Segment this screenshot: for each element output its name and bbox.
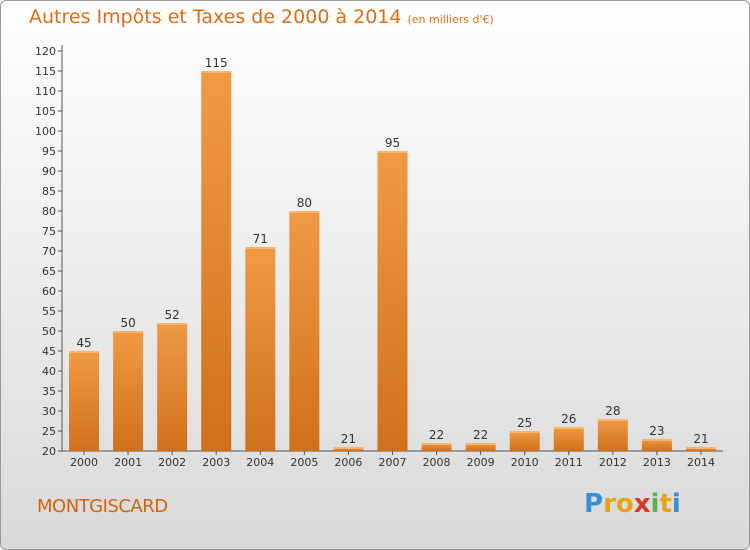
bar-top-highlight	[465, 443, 496, 445]
bar	[289, 211, 320, 451]
bar-top-highlight	[157, 323, 188, 325]
x-tick-label: 2005	[290, 456, 318, 469]
bar-value-label: 80	[297, 196, 312, 210]
bar	[421, 443, 452, 451]
x-tick-label: 2001	[114, 456, 142, 469]
chart-subtitle: (en milliers d'€)	[407, 13, 494, 26]
bar-value-label: 95	[385, 136, 400, 150]
bar	[553, 427, 584, 451]
bar	[69, 351, 100, 451]
bar-top-highlight	[509, 431, 540, 433]
y-tick-label: 100	[35, 125, 56, 138]
bar-top-highlight	[113, 331, 144, 333]
bar-value-label: 50	[120, 316, 135, 330]
bar	[641, 439, 672, 451]
proxiti-logo: Proxiti	[584, 489, 681, 519]
y-tick-label: 65	[42, 265, 56, 278]
commune-name: MONTGISCARD	[37, 496, 168, 517]
bar	[157, 323, 188, 451]
y-tick-label: 60	[42, 285, 56, 298]
y-tick-label: 115	[35, 65, 56, 78]
y-tick-label: 95	[42, 145, 56, 158]
bar-value-label: 45	[76, 336, 91, 350]
y-tick-label: 20	[42, 445, 56, 458]
chart-title: Autres Impôts et Taxes de 2000 à 2014 (en…	[29, 6, 494, 28]
logo-letter: x	[633, 489, 651, 519]
bar-top-highlight	[333, 447, 364, 449]
y-tick-label: 35	[42, 385, 56, 398]
x-tick-label: 2002	[158, 456, 186, 469]
x-tick-label: 2000	[70, 456, 98, 469]
bar	[509, 431, 540, 451]
y-tick-label: 50	[42, 325, 56, 338]
bar-value-label: 26	[561, 412, 576, 426]
bar-value-label: 23	[649, 424, 664, 438]
bar-value-label: 71	[253, 232, 268, 246]
y-tick-label: 40	[42, 365, 56, 378]
bar-top-highlight	[289, 211, 320, 213]
bar	[597, 419, 628, 451]
y-tick-label: 45	[42, 345, 56, 358]
bar-value-label: 21	[693, 432, 708, 446]
bar-top-highlight	[377, 151, 408, 153]
logo-letter: t	[659, 489, 672, 519]
bar-top-highlight	[641, 439, 672, 441]
x-tick-label: 2012	[599, 456, 627, 469]
bar-value-label: 22	[429, 428, 444, 442]
bar-top-highlight	[553, 427, 584, 429]
y-tick-label: 70	[42, 245, 56, 258]
x-tick-label: 2008	[423, 456, 451, 469]
bar-top-highlight	[421, 443, 452, 445]
y-tick-label: 25	[42, 425, 56, 438]
y-tick-label: 55	[42, 305, 56, 318]
x-tick-label: 2010	[511, 456, 539, 469]
x-tick-label: 2007	[379, 456, 407, 469]
logo-letter: o	[615, 489, 634, 519]
bar-value-label: 28	[605, 404, 620, 418]
x-tick-label: 2006	[334, 456, 362, 469]
bar-top-highlight	[245, 247, 276, 249]
bar	[377, 151, 408, 451]
bar-value-label: 25	[517, 416, 532, 430]
logo-letter: P	[584, 489, 604, 519]
x-tick-label: 2014	[687, 456, 715, 469]
y-tick-label: 90	[42, 165, 56, 178]
y-tick-label: 30	[42, 405, 56, 418]
chart-title-text: Autres Impôts et Taxes de 2000 à 2014	[29, 6, 402, 28]
bar-value-label: 21	[341, 432, 356, 446]
logo-letter: i	[650, 489, 660, 519]
bar-top-highlight	[685, 447, 716, 449]
bar	[245, 247, 276, 451]
bar-value-label: 115	[205, 56, 228, 70]
x-tick-label: 2013	[643, 456, 671, 469]
x-tick-label: 2009	[467, 456, 495, 469]
bar	[201, 71, 232, 451]
bar-value-label: 52	[165, 308, 180, 322]
x-tick-label: 2004	[246, 456, 274, 469]
logo-letter: i	[671, 489, 681, 519]
y-tick-label: 85	[42, 185, 56, 198]
y-tick-label: 80	[42, 205, 56, 218]
logo-letter: r	[603, 489, 616, 519]
y-tick-label: 75	[42, 225, 56, 238]
bar	[113, 331, 144, 451]
bar	[465, 443, 496, 451]
y-tick-label: 105	[35, 105, 56, 118]
bar-top-highlight	[69, 351, 100, 353]
y-tick-label: 120	[35, 45, 56, 58]
bar-value-label: 22	[473, 428, 488, 442]
bar-top-highlight	[201, 71, 232, 73]
x-tick-label: 2011	[555, 456, 583, 469]
bar-top-highlight	[597, 419, 628, 421]
y-tick-label: 110	[35, 85, 56, 98]
x-tick-label: 2003	[202, 456, 230, 469]
